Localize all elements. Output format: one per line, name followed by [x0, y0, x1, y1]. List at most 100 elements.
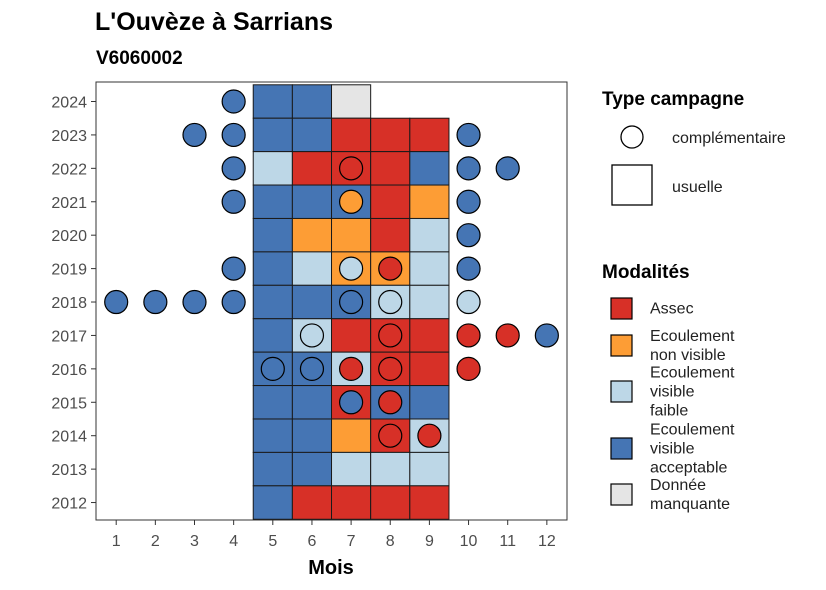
usuelle-tiles [252, 84, 450, 520]
x-tick-label: 1 [112, 533, 121, 550]
legend-swatch [610, 380, 633, 403]
tile-2019-5 [252, 251, 293, 286]
tile-2015-5 [252, 385, 293, 420]
tile-2013-5 [252, 451, 293, 487]
tile-2019-9 [409, 251, 450, 286]
y-tick-label: 2015 [51, 395, 87, 412]
tile-2022-8 [370, 151, 411, 186]
tile-2013-9 [409, 451, 450, 487]
tile-2018-5 [252, 284, 293, 320]
tile-2016-9 [409, 351, 450, 387]
point-2014-9 [417, 423, 442, 448]
point-2017-10 [456, 323, 481, 348]
complementaire-points [104, 89, 559, 448]
plot-area: 1 2 3 4 5 6 7 8 9 10 11 12 202420232022202120202019… [51, 81, 568, 579]
point-2021-10 [456, 189, 481, 214]
y-tick-label: 2012 [51, 496, 87, 513]
y-axis: 2024 2023 2022 2021 2020 2019 2018 2017 2016 2015… [51, 95, 96, 513]
legend-label: Assec [650, 301, 694, 318]
point-2024-4 [221, 89, 246, 114]
tile-2024-7 [331, 84, 372, 119]
point-2016-10 [456, 356, 481, 381]
tile-2012-8 [370, 485, 411, 520]
tile-2020-7 [331, 217, 372, 253]
y-tick-label: 2024 [51, 95, 87, 112]
legend-swatch [610, 334, 633, 357]
tile-2014-6 [291, 418, 333, 453]
chart-subtitle: V6060002 [96, 48, 183, 69]
point-2022-4 [221, 156, 246, 181]
tile-2017-9 [409, 318, 450, 353]
tile-2020-5 [252, 217, 293, 253]
legend-swatch [610, 437, 633, 460]
point-2019-10 [456, 256, 481, 281]
point-2018-10 [456, 289, 481, 315]
tile-2012-5 [252, 485, 293, 520]
tile-2021-5 [252, 184, 293, 219]
point-2023-4 [221, 122, 246, 148]
point-2023-3 [182, 122, 207, 148]
x-tick-label: 8 [386, 533, 395, 550]
tile-2014-5 [252, 418, 293, 453]
tile-2021-9 [409, 184, 450, 219]
x-tick-label: 7 [347, 533, 356, 550]
point-2015-8 [378, 390, 403, 415]
x-axis: 1 2 3 4 5 6 7 8 9 10 11 12 [112, 520, 556, 550]
tile-2012-9 [409, 485, 450, 520]
tile-2022-9 [409, 151, 450, 186]
tile-2018-9 [409, 284, 450, 320]
tile-2013-6 [291, 451, 333, 487]
y-tick-label: 2016 [51, 362, 87, 379]
tile-2012-6 [291, 485, 333, 520]
tile-2024-6 [291, 84, 333, 119]
legend-swatch [610, 483, 633, 506]
legend-swatch [610, 297, 633, 320]
legend-label: visible [650, 384, 695, 401]
point-2018-2 [143, 289, 168, 315]
point-2017-12 [534, 323, 559, 348]
tile-2013-7 [331, 451, 372, 487]
point-2016-5 [260, 356, 285, 381]
point-2018-7 [339, 289, 364, 315]
tile-2015-9 [409, 385, 450, 420]
chart-title: L'Ouvèze à Sarrians [95, 8, 333, 36]
tile-2023-6 [291, 117, 333, 153]
legend-type-title: Type campagne [602, 89, 744, 110]
legend-label: Donnée [650, 477, 706, 494]
tile-2022-5 [252, 151, 293, 186]
legend-square-symbol [611, 164, 653, 206]
x-tick-label: 5 [268, 533, 277, 550]
point-2021-7 [339, 189, 364, 214]
y-tick-label: 2022 [51, 161, 87, 178]
tile-2017-7 [331, 318, 372, 353]
tile-2020-9 [409, 217, 450, 253]
x-tick-label: 11 [499, 533, 516, 550]
point-2023-10 [456, 122, 481, 148]
point-2014-8 [378, 423, 403, 448]
legend-label: Ecoulement [650, 422, 735, 439]
x-tick-label: 3 [190, 533, 199, 550]
tile-2020-6 [291, 217, 333, 253]
point-2020-10 [456, 223, 481, 248]
x-tick-label: 6 [307, 533, 316, 550]
y-tick-label: 2013 [51, 462, 87, 479]
point-2017-8 [378, 323, 403, 348]
point-2022-7 [339, 156, 364, 181]
legend-label: Ecoulement [650, 365, 735, 382]
point-2019-7 [339, 256, 364, 281]
tile-2019-6 [291, 251, 333, 286]
legend-label: Ecoulement [650, 328, 735, 345]
legend-label: faible [650, 403, 688, 420]
legend-type-campagne: Type campagne complémentaire usuelle [602, 89, 786, 206]
legend-label: non visible [650, 347, 726, 364]
legend-label: manquante [650, 496, 730, 513]
point-2019-8 [378, 256, 403, 281]
tile-2023-5 [252, 117, 293, 153]
legend-circle-symbol [620, 125, 644, 149]
point-2016-6 [299, 356, 325, 381]
legend-complementaire-label: complémentaire [672, 130, 786, 147]
y-tick-label: 2023 [51, 128, 87, 145]
legend-modalites-title: Modalités [602, 262, 690, 283]
y-tick-label: 2021 [51, 195, 87, 212]
